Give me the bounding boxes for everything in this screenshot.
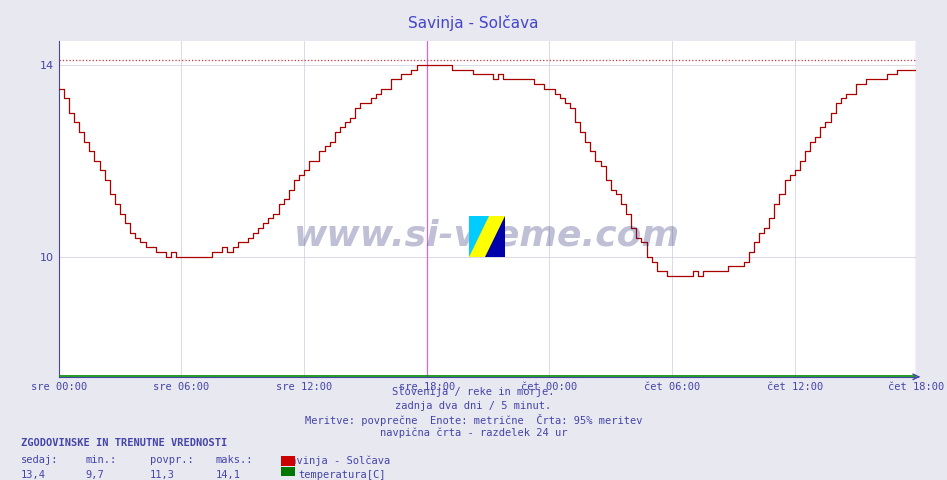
Polygon shape <box>485 216 505 257</box>
Text: 9,7: 9,7 <box>85 470 104 480</box>
Text: zadnja dva dni / 5 minut.: zadnja dva dni / 5 minut. <box>396 401 551 411</box>
Text: ZGODOVINSKE IN TRENUTNE VREDNOSTI: ZGODOVINSKE IN TRENUTNE VREDNOSTI <box>21 438 227 448</box>
Text: Meritve: povprečne  Enote: metrične  Črta: 95% meritev: Meritve: povprečne Enote: metrične Črta:… <box>305 414 642 426</box>
Text: Savinja - Solčava: Savinja - Solčava <box>284 455 390 466</box>
Text: 11,3: 11,3 <box>150 470 174 480</box>
Text: 13,4: 13,4 <box>21 470 45 480</box>
Text: maks.:: maks.: <box>216 455 254 465</box>
Text: navpična črta - razdelek 24 ur: navpična črta - razdelek 24 ur <box>380 428 567 438</box>
Text: Slovenija / reke in morje.: Slovenija / reke in morje. <box>392 387 555 397</box>
Text: 14,1: 14,1 <box>216 470 241 480</box>
Text: www.si-vreme.com: www.si-vreme.com <box>295 219 680 252</box>
Polygon shape <box>469 216 489 257</box>
Text: povpr.:: povpr.: <box>150 455 193 465</box>
Text: temperatura[C]: temperatura[C] <box>298 470 385 480</box>
Text: sedaj:: sedaj: <box>21 455 59 465</box>
Text: Savinja - Solčava: Savinja - Solčava <box>408 15 539 31</box>
Text: min.:: min.: <box>85 455 116 465</box>
